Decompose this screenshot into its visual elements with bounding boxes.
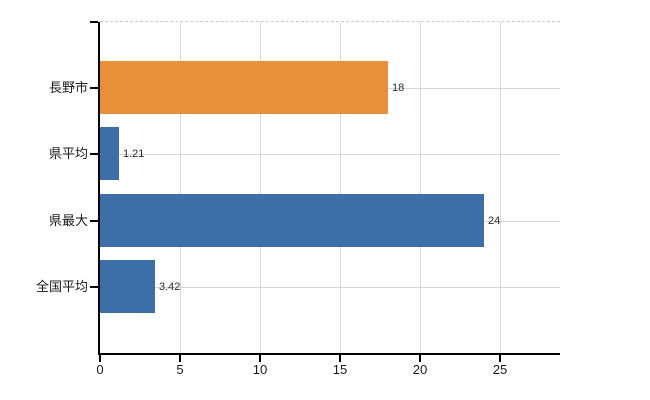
x-tick	[179, 355, 181, 362]
category-label: 県平均	[48, 146, 88, 161]
bar	[100, 194, 484, 247]
x-tick-label: 20	[412, 362, 428, 377]
x-tick-label: 0	[96, 362, 104, 377]
y-tick	[90, 87, 98, 89]
x-tick-label: 25	[492, 362, 508, 377]
x-gridline	[500, 22, 501, 353]
x-tick-label: 5	[176, 362, 184, 377]
category-gridline	[100, 154, 560, 155]
bar	[100, 260, 155, 313]
x-tick	[259, 355, 261, 362]
y-axis-line	[98, 22, 100, 353]
y-tick	[90, 153, 98, 155]
category-gridline	[100, 287, 560, 288]
x-axis-line	[98, 353, 560, 355]
category-label: 県最大	[48, 213, 88, 228]
y-tick	[90, 220, 98, 222]
x-tick-label: 10	[252, 362, 268, 377]
bar-value-label: 3.42	[159, 281, 181, 293]
x-gridline	[340, 22, 341, 353]
bar-value-label: 24	[488, 215, 501, 227]
x-gridline	[180, 22, 181, 353]
x-tick	[499, 355, 501, 362]
x-tick	[339, 355, 341, 362]
y-axis-top-tick	[90, 21, 98, 23]
category-label: 長野市	[48, 80, 88, 95]
y-tick	[90, 286, 98, 288]
plot-top-gridline	[100, 21, 560, 22]
x-tick	[99, 355, 101, 362]
bar	[100, 61, 388, 114]
bar-value-label: 1.21	[123, 148, 145, 160]
x-gridline	[260, 22, 261, 353]
bar-value-label: 18	[392, 82, 405, 94]
x-gridline	[420, 22, 421, 353]
category-label: 全国平均	[35, 279, 88, 294]
x-tick-label: 15	[332, 362, 348, 377]
bar	[100, 127, 119, 180]
x-tick	[419, 355, 421, 362]
